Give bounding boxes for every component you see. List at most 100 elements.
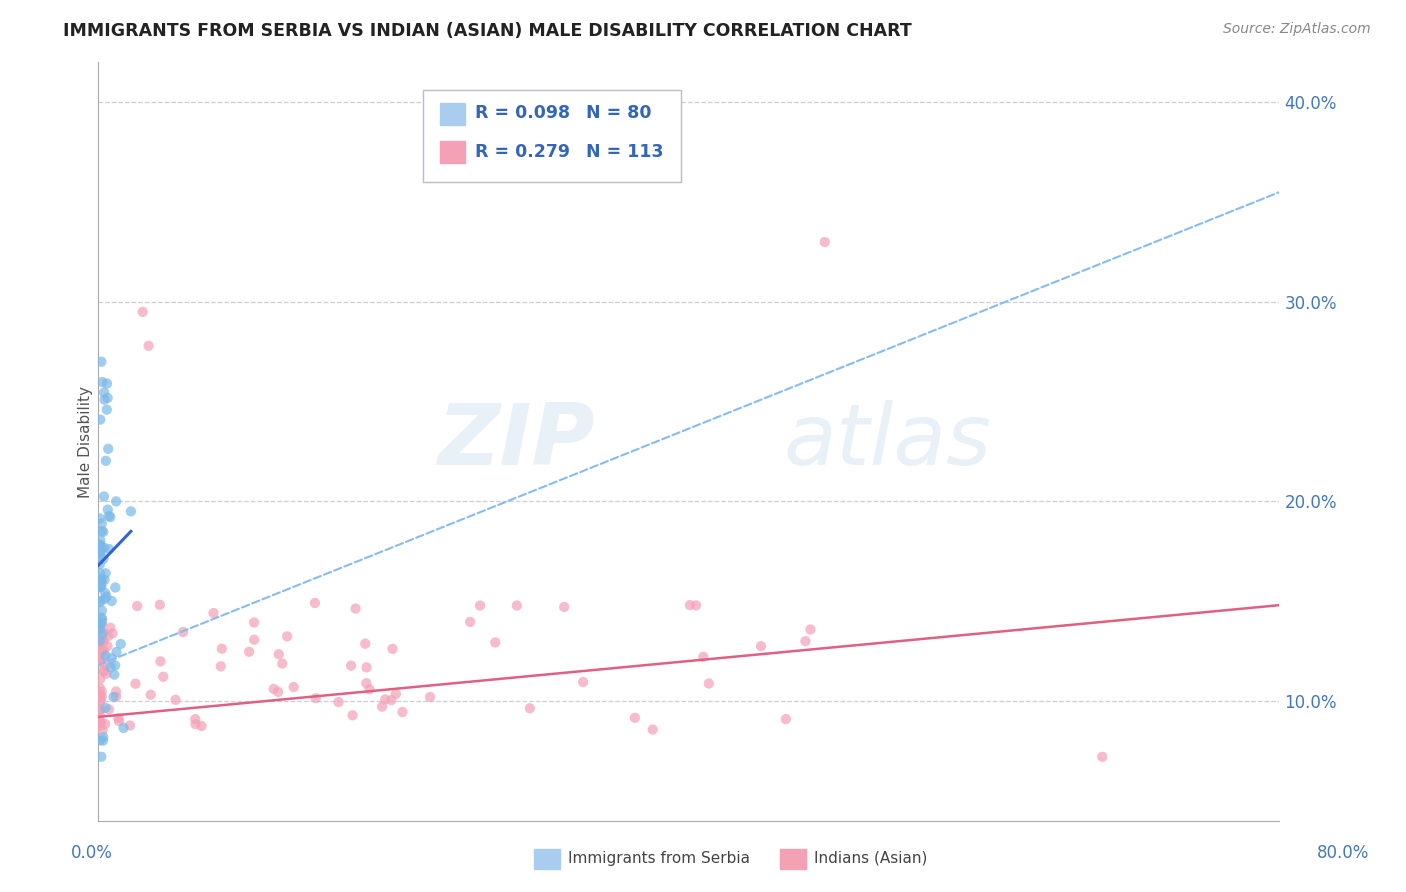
- Point: [89, 579, 111, 593]
- Point: [359, 682, 381, 697]
- Point: [354, 637, 377, 651]
- Point: [104, 658, 127, 673]
- Point: [93, 541, 115, 555]
- Point: [94, 658, 117, 673]
- Point: [697, 676, 720, 690]
- Point: [90, 574, 112, 588]
- Point: [103, 690, 125, 704]
- Point: [506, 599, 529, 613]
- Point: [93, 634, 115, 648]
- Point: [94, 566, 117, 581]
- Point: [89, 672, 111, 686]
- Point: [90, 656, 112, 670]
- Point: [90, 684, 112, 698]
- Point: [342, 708, 364, 723]
- Point: [93, 573, 115, 587]
- Point: [267, 647, 290, 661]
- Point: [89, 533, 111, 548]
- Point: [89, 538, 111, 552]
- Point: [190, 719, 212, 733]
- Point: [89, 719, 111, 733]
- Point: [238, 645, 260, 659]
- Point: [94, 648, 117, 663]
- Point: [391, 705, 413, 719]
- Point: [381, 641, 404, 656]
- Point: [94, 586, 117, 600]
- Point: [165, 693, 187, 707]
- Text: R = 0.279: R = 0.279: [475, 143, 571, 161]
- Point: [679, 598, 702, 612]
- Point: [685, 599, 707, 613]
- Point: [89, 688, 111, 702]
- Point: [110, 637, 132, 651]
- Point: [93, 625, 115, 640]
- Text: ZIP: ZIP: [437, 400, 595, 483]
- Point: [89, 412, 111, 426]
- Point: [105, 690, 128, 704]
- Point: [108, 714, 131, 728]
- Point: [89, 580, 111, 594]
- Point: [104, 581, 127, 595]
- Point: [89, 545, 111, 559]
- Point: [89, 595, 111, 609]
- Point: [356, 660, 378, 674]
- Point: [98, 508, 121, 523]
- Point: [553, 599, 575, 614]
- Point: [89, 733, 111, 747]
- Point: [89, 558, 111, 572]
- Point: [97, 502, 120, 516]
- Text: R = 0.098: R = 0.098: [475, 104, 571, 122]
- Point: [105, 645, 128, 659]
- Point: [91, 644, 114, 658]
- Point: [91, 613, 114, 627]
- Point: [89, 693, 111, 707]
- Point: [90, 690, 112, 704]
- Point: [112, 721, 135, 735]
- Point: [380, 693, 402, 707]
- Point: [96, 590, 118, 604]
- Point: [91, 603, 114, 617]
- Point: [91, 723, 114, 738]
- Point: [89, 594, 111, 608]
- Point: [90, 355, 112, 369]
- Point: [149, 654, 172, 668]
- Point: [89, 704, 111, 718]
- Point: [149, 598, 172, 612]
- Point: [374, 692, 396, 706]
- Text: 80.0%: 80.0%: [1316, 844, 1369, 862]
- Text: atlas: atlas: [783, 400, 991, 483]
- Point: [90, 610, 112, 624]
- Point: [90, 576, 112, 591]
- Point: [90, 574, 112, 589]
- Point: [127, 599, 149, 613]
- Point: [519, 701, 541, 715]
- Point: [89, 623, 111, 637]
- Point: [89, 511, 111, 525]
- Point: [96, 376, 118, 391]
- Point: [94, 454, 117, 468]
- Point: [89, 636, 111, 650]
- Point: [89, 538, 111, 552]
- Point: [385, 687, 408, 701]
- Point: [371, 699, 394, 714]
- Point: [94, 717, 117, 731]
- Point: [89, 633, 111, 648]
- Point: [267, 685, 290, 699]
- Point: [124, 676, 146, 690]
- Point: [209, 659, 232, 673]
- Point: [89, 688, 111, 702]
- Point: [100, 594, 122, 608]
- Point: [96, 402, 118, 417]
- Point: [91, 730, 114, 744]
- Point: [775, 712, 797, 726]
- Point: [89, 715, 111, 730]
- Point: [202, 606, 225, 620]
- Point: [93, 664, 115, 678]
- Point: [120, 504, 142, 518]
- Point: [152, 670, 174, 684]
- Point: [89, 616, 111, 631]
- Point: [89, 646, 111, 660]
- Point: [340, 658, 363, 673]
- Point: [468, 599, 491, 613]
- Point: [184, 712, 207, 726]
